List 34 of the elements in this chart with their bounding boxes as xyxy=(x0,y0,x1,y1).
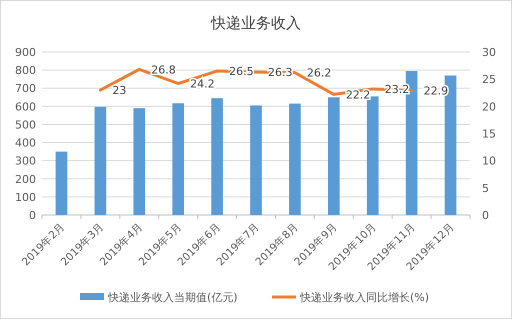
y-tick-label: 100 xyxy=(15,190,36,204)
data-label: 24.2 xyxy=(190,78,215,91)
data-label: 23 xyxy=(112,84,126,98)
y2-tick-label: 0 xyxy=(482,209,489,222)
y-tick-label: 700 xyxy=(15,82,36,96)
y2-tick-label: 25 xyxy=(482,73,496,86)
y2-tick-label: 10 xyxy=(482,154,496,168)
y-tick-label: 800 xyxy=(15,64,36,78)
bar xyxy=(133,108,146,215)
data-label: 22.2 xyxy=(346,88,370,102)
data-label: 26.2 xyxy=(306,66,332,80)
legend-label: 快递业务收入当期值(亿元) xyxy=(107,291,238,304)
y-tick-label: 400 xyxy=(15,136,36,150)
bar xyxy=(328,97,340,215)
bar xyxy=(56,152,68,215)
bar xyxy=(211,98,223,215)
y-tick-label: 900 xyxy=(15,46,36,59)
y2-tick-label: 20 xyxy=(482,100,496,114)
y-tick-label: 0 xyxy=(29,209,36,222)
title: 快递业务收入 xyxy=(211,14,301,32)
y-tick-label: 300 xyxy=(15,154,36,168)
bar xyxy=(172,103,184,215)
y2-tick-label: 5 xyxy=(482,182,489,195)
y-tick-label: 500 xyxy=(15,118,36,132)
data-label: 26.8 xyxy=(151,63,176,76)
y2-tick-label: 15 xyxy=(482,128,496,140)
legend-label: 快递业务收入同比增长(%) xyxy=(299,291,430,304)
bar xyxy=(250,105,262,215)
y2-tick-label: 30 xyxy=(482,46,496,59)
y-tick-label: 200 xyxy=(15,172,36,186)
data-label: 26.3 xyxy=(268,66,292,80)
y-tick-label: 600 xyxy=(15,100,36,114)
bar xyxy=(94,106,106,215)
bar xyxy=(289,104,301,215)
